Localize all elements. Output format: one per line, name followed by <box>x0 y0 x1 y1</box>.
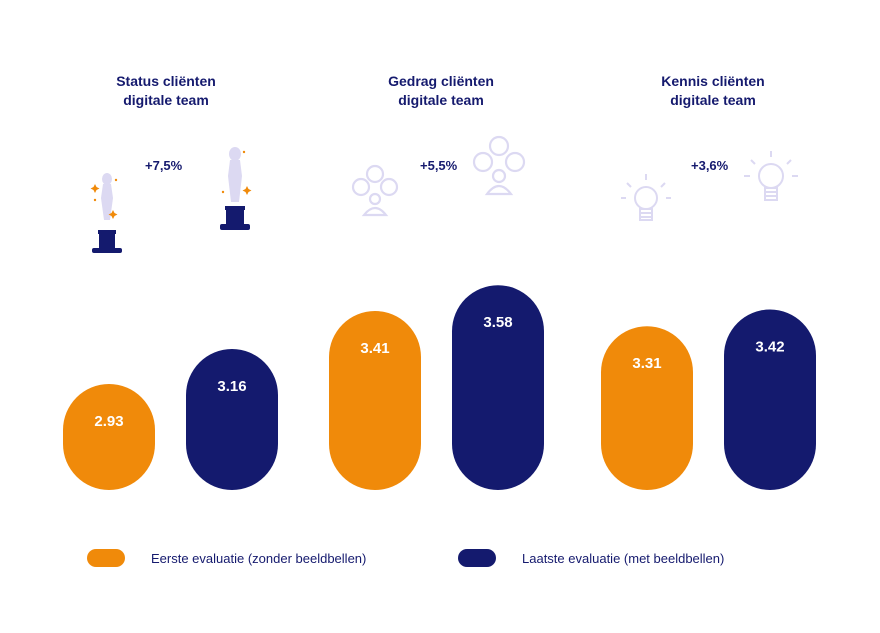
lightbulb-icon <box>744 151 798 201</box>
bar-first-1 <box>329 311 421 490</box>
bar-value-label: 3.41 <box>360 340 389 357</box>
icons-layer <box>90 135 798 253</box>
legend-label-last: Laatste evaluatie (met beeldbellen) <box>522 550 725 566</box>
bar-value-label: 3.58 <box>483 314 512 331</box>
bars-layer <box>63 285 816 490</box>
bar-value-label: 3.16 <box>217 378 246 395</box>
legend-last: Laatste evaluatie (met beeldbellen) <box>458 547 724 569</box>
legend-label-first: Eerste evaluatie (zonder beeldbellen) <box>151 550 367 566</box>
change-label-status: +7,5% <box>145 158 183 173</box>
trophy-icon <box>220 147 252 230</box>
group-title-kennis: Kennis cliënten digitale team <box>613 72 813 110</box>
group-title-line: Kennis cliënten <box>661 73 765 89</box>
bar-first-0 <box>63 384 155 490</box>
bar-value-label: 3.31 <box>632 355 661 372</box>
change-label-gedrag: +5,5% <box>420 158 458 173</box>
bar-value-label: 2.93 <box>94 413 123 430</box>
trophy-icon <box>90 173 122 253</box>
group-title-line: digitale team <box>670 92 756 108</box>
bar-last-2 <box>724 309 816 490</box>
group-title-line: Status cliënten <box>116 73 216 89</box>
legend-swatch-first <box>87 549 125 567</box>
group-title-status: Status cliënten digitale team <box>66 72 266 110</box>
legend-first: Eerste evaluatie (zonder beeldbellen) <box>87 547 366 569</box>
legend-swatch-last <box>458 549 496 567</box>
emotions-icon <box>472 135 526 196</box>
group-title-line: digitale team <box>398 92 484 108</box>
group-title-line: digitale team <box>123 92 209 108</box>
change-label-kennis: +3,6% <box>691 158 729 173</box>
emotions-icon <box>351 164 399 217</box>
lightbulb-icon <box>621 174 671 221</box>
bar-last-0 <box>186 349 278 490</box>
bar-last-1 <box>452 285 544 490</box>
bar-labels-layer: 2.93 3.41 3.31 3.16 3.58 3.42 <box>94 314 784 430</box>
group-title-line: Gedrag cliënten <box>388 73 494 89</box>
group-title-gedrag: Gedrag cliënten digitale team <box>341 72 541 110</box>
bar-first-2 <box>601 326 693 490</box>
bar-value-label: 3.42 <box>755 339 784 356</box>
